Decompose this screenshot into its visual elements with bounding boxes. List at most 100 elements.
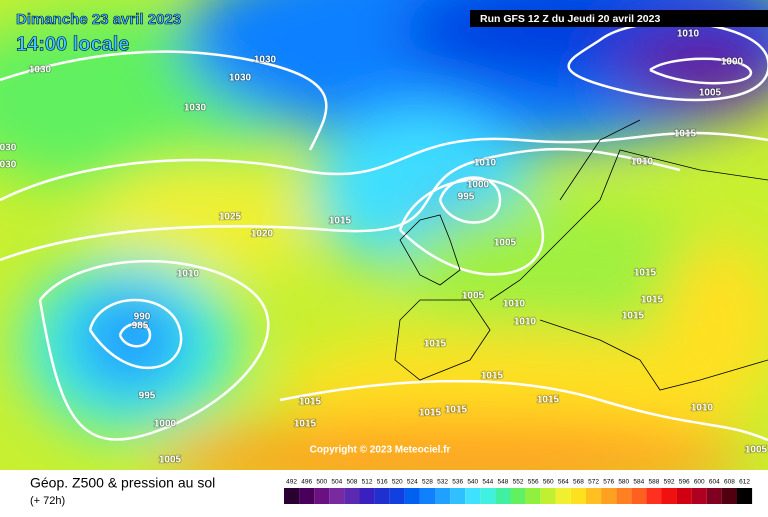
- isobar-label: 1015: [445, 405, 468, 416]
- isobar-label: 1015: [481, 371, 504, 382]
- legend-swatch: [706, 488, 722, 504]
- legend-label: 512: [362, 479, 373, 486]
- isobar-label: 1015: [622, 311, 645, 322]
- legend-label: 504: [331, 479, 342, 486]
- isobar-label: 030: [0, 143, 17, 154]
- legend-swatch: [419, 488, 435, 504]
- legend-label: 588: [649, 479, 660, 486]
- isobar-label: 1015: [424, 339, 447, 350]
- isobar-label: 1000: [467, 180, 490, 191]
- isobar-label: 1010: [631, 157, 654, 168]
- legend-swatch: [540, 488, 556, 504]
- legend-label: 532: [437, 479, 448, 486]
- legend-label: 576: [603, 479, 614, 486]
- legend-swatch: [601, 488, 617, 504]
- isobar-label: 1000: [154, 419, 177, 430]
- legend-swatch: [389, 488, 405, 504]
- isobar-label: 1030: [184, 103, 207, 114]
- isobar-label: 1015: [641, 295, 664, 306]
- legend-label: 552: [513, 479, 524, 486]
- legend-label: 564: [558, 479, 569, 486]
- isobar-labels: 1030103010301030030030102510201015101099…: [0, 28, 768, 467]
- isobar-label: 1015: [294, 419, 317, 430]
- legend-label: 520: [392, 479, 403, 486]
- legend-label: 572: [588, 479, 599, 486]
- legend-label: 492: [286, 479, 297, 486]
- map-field: [0, 0, 768, 470]
- isobar-label: 1010: [677, 29, 700, 40]
- legend-label: 540: [467, 479, 478, 486]
- legend-label: 604: [709, 479, 720, 486]
- legend-swatch: [570, 488, 586, 504]
- legend-label: 544: [482, 479, 493, 486]
- isobar-label: 1010: [177, 269, 200, 280]
- legend-label: 580: [618, 479, 629, 486]
- legend-swatch: [404, 488, 420, 504]
- isobar-label: 1010: [514, 317, 537, 328]
- isobar-label: 1015: [329, 216, 352, 227]
- legend-label: 496: [301, 479, 312, 486]
- legend-swatch: [646, 488, 662, 504]
- isobar-label: 995: [139, 391, 156, 402]
- legend-swatch: [631, 488, 647, 504]
- run-info: Run GFS 12 Z du Jeudi 20 avril 2023: [480, 13, 660, 25]
- run-banner: [470, 10, 768, 27]
- legend-swatch: [495, 488, 511, 504]
- legend-label: 528: [422, 479, 433, 486]
- legend-swatch: [344, 488, 360, 504]
- isobar-label: 1030: [229, 73, 252, 84]
- legend-swatch: [721, 488, 737, 504]
- legend-swatch: [737, 488, 753, 504]
- legend-swatch: [691, 488, 707, 504]
- isobar-label: 1015: [537, 395, 560, 406]
- legend-swatch: [525, 488, 541, 504]
- isobar-label: 1030: [29, 65, 52, 76]
- legend-label: 568: [573, 479, 584, 486]
- coastlines: [394, 119, 768, 391]
- legend-swatch: [284, 488, 300, 504]
- footer-title: Géop. Z500 & pression au sol: [30, 475, 215, 491]
- legend-swatch: [616, 488, 632, 504]
- isobar-label: 1020: [251, 229, 274, 240]
- legend-label: 548: [498, 479, 509, 486]
- isobar-label: 030: [0, 160, 17, 171]
- legend-label: 596: [679, 479, 690, 486]
- isobar-label: 990: [134, 312, 151, 323]
- isobar-label: 985: [132, 321, 149, 332]
- legend-label: 508: [347, 479, 358, 486]
- legend-swatch: [435, 488, 451, 504]
- legend-label: 524: [407, 479, 418, 486]
- legend-label: 500: [316, 479, 327, 486]
- legend-swatch: [329, 488, 345, 504]
- isobar-label: 1010: [474, 158, 497, 169]
- legend-label: 612: [739, 479, 750, 486]
- isobar-label: 1015: [419, 408, 442, 419]
- legend-label: 592: [664, 479, 675, 486]
- legend-label: 516: [377, 479, 388, 486]
- isobar-label: 1025: [219, 212, 242, 223]
- isobar-label: 1005: [745, 445, 768, 456]
- legend-label: 608: [724, 479, 735, 486]
- isobars: [0, 21, 768, 442]
- legend: 492 496 500 504 508 512 516 520 524 528 532 536 540 5…: [284, 479, 753, 504]
- legend-swatch: [450, 488, 466, 504]
- isobar-label: 1005: [494, 238, 517, 249]
- isobar-label: 1030: [254, 55, 277, 66]
- time: 14:00 locale: [16, 33, 129, 55]
- isobar-label: 1010: [503, 299, 526, 310]
- legend-label: 600: [694, 479, 705, 486]
- isobar-label: 1015: [674, 129, 697, 140]
- isobar-label: 1000: [721, 57, 744, 68]
- legend-label: 560: [543, 479, 554, 486]
- footer-lead: (+ 72h): [30, 495, 65, 507]
- legend-label: 536: [452, 479, 463, 486]
- isobar-label: 1005: [462, 291, 485, 302]
- legend-swatch: [510, 488, 526, 504]
- legend-swatch: [314, 488, 330, 504]
- isobar-label: 1015: [634, 268, 657, 279]
- legend-swatch: [661, 488, 677, 504]
- isobar-label: 1005: [159, 455, 182, 466]
- legend-label: 584: [633, 479, 644, 486]
- legend-swatch: [555, 488, 571, 504]
